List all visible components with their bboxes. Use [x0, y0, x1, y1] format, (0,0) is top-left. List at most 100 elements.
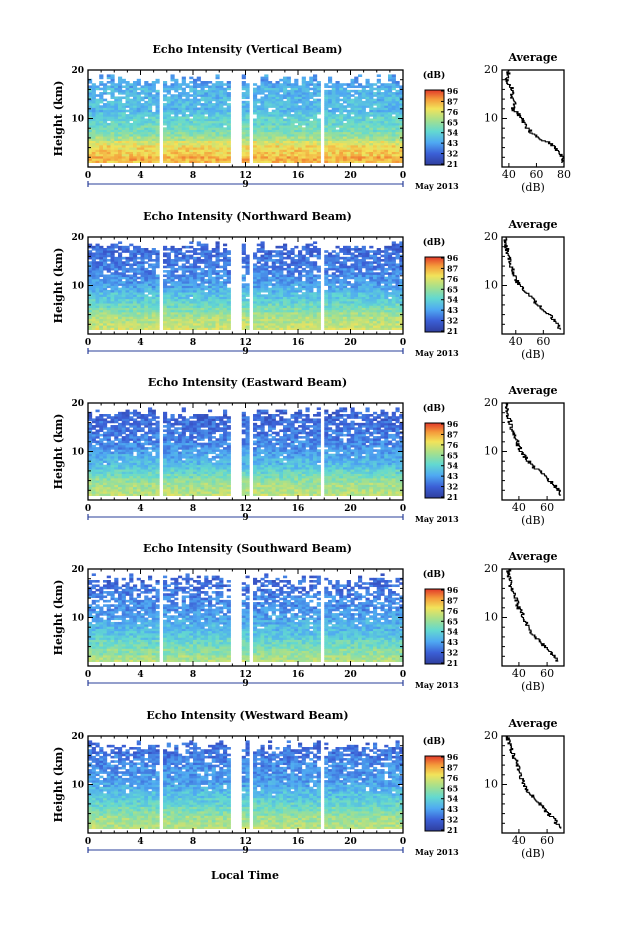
heatmap-cell — [133, 100, 138, 104]
heatmap-cell — [193, 83, 198, 86]
heatmap-cell — [106, 116, 111, 119]
heatmap-cell — [339, 149, 344, 152]
heatmap-cell — [110, 305, 115, 308]
heatmap-cell — [361, 133, 366, 137]
heatmap-cell — [391, 142, 396, 146]
heatmap-cell — [294, 116, 299, 119]
heatmap-cell — [339, 114, 344, 117]
heatmap-cell — [328, 78, 333, 82]
heatmap-cell — [343, 127, 348, 130]
heatmap-cell — [309, 103, 314, 106]
heatmap-cell — [253, 136, 258, 139]
heatmap-cell — [193, 142, 198, 146]
heatmap-cell — [335, 155, 340, 159]
heatmap-cell — [316, 256, 321, 260]
heatmap-cell — [290, 276, 295, 280]
heatmap-cell — [103, 138, 108, 141]
heatmap-cell — [260, 147, 265, 150]
heatmap-cell — [369, 140, 374, 144]
heatmap-cell — [211, 160, 216, 163]
heatmap-cell — [181, 151, 186, 155]
heatmap-cell — [185, 151, 190, 155]
heatmap-cell — [388, 109, 393, 113]
heatmap-cell — [328, 81, 333, 84]
heatmap-cell — [189, 292, 194, 295]
heatmap-cell — [185, 158, 190, 161]
heatmap-cell — [301, 316, 306, 319]
heatmap-cell — [125, 283, 130, 286]
heatmap-cell — [129, 243, 134, 247]
heatmap-cell — [99, 94, 104, 97]
heatmap-cell — [88, 158, 93, 161]
heatmap-cell — [106, 105, 111, 108]
heatmap-cell — [99, 155, 104, 159]
heatmap-cell — [313, 274, 318, 278]
heatmap-cell — [193, 140, 198, 144]
heatmap-cell — [395, 147, 400, 150]
heatmap-cell — [166, 285, 171, 289]
heatmap-cell — [163, 318, 168, 322]
heatmap-cell — [399, 109, 404, 113]
heatmap-cell — [275, 147, 280, 150]
heatmap-cell — [155, 136, 160, 139]
heatmap-cell — [331, 142, 336, 146]
heatmap-cell — [343, 147, 348, 150]
heatmap-cell — [103, 303, 108, 306]
heatmap-cell — [399, 129, 404, 133]
heatmap-cell — [373, 160, 378, 163]
heatmap-cell — [343, 125, 348, 128]
colorbar-tick-label: 21 — [447, 159, 458, 169]
heatmap-cell — [283, 311, 288, 315]
heatmap-cell — [324, 94, 329, 97]
heatmap-cell — [350, 118, 355, 122]
heatmap-cell — [204, 149, 209, 152]
heatmap-cell — [106, 276, 111, 280]
heatmap-cell — [151, 292, 156, 295]
heatmap-cell — [136, 250, 141, 253]
heatmap-cell — [185, 96, 190, 100]
heatmap-cell — [391, 160, 396, 163]
heatmap-cell — [136, 272, 141, 275]
heatmap-cell — [298, 314, 303, 317]
heatmap-cell — [271, 307, 276, 311]
heatmap-cell — [215, 109, 220, 113]
heatmap-cell — [170, 318, 175, 322]
heatmap-cell — [301, 151, 306, 155]
heatmap-cell — [155, 144, 160, 148]
heatmap-cell — [166, 320, 171, 324]
heatmap-cell — [196, 314, 201, 317]
heatmap-cell — [185, 318, 190, 322]
heatmap-cell — [121, 305, 126, 308]
heatmap-cell — [151, 252, 156, 256]
heatmap-cell — [185, 267, 190, 271]
heatmap-cell — [365, 120, 370, 124]
heatmap-cell — [174, 298, 179, 302]
heatmap-cell — [226, 292, 231, 295]
heatmap-cell — [208, 92, 213, 95]
heatmap-cell — [264, 81, 269, 84]
heatmap-cell — [118, 92, 123, 95]
heatmap-cell — [384, 133, 389, 137]
heatmap-cell — [309, 125, 314, 128]
heatmap-cell — [121, 285, 126, 289]
heatmap-cell — [136, 155, 141, 159]
heatmap-cell — [196, 316, 201, 319]
heatmap-cell — [279, 294, 284, 297]
heatmap-cell — [316, 283, 321, 286]
heatmap-cell — [373, 92, 378, 95]
heatmap-cell — [245, 147, 250, 150]
heatmap-cell — [121, 125, 126, 128]
heatmap-cell — [136, 322, 141, 326]
heatmap-cell — [324, 136, 329, 139]
heatmap-cell — [170, 142, 175, 146]
heatmap-cell — [294, 325, 299, 328]
heatmap-cell — [200, 92, 205, 95]
heatmap-cell — [181, 94, 186, 97]
heatmap-cell — [170, 151, 175, 155]
heatmap-cell — [245, 311, 250, 315]
heatmap-cell — [211, 96, 216, 100]
heatmap-cell — [88, 285, 93, 289]
heatmap-cell — [226, 278, 231, 282]
heatmap-cell — [391, 131, 396, 135]
heatmap-cell — [358, 140, 363, 144]
